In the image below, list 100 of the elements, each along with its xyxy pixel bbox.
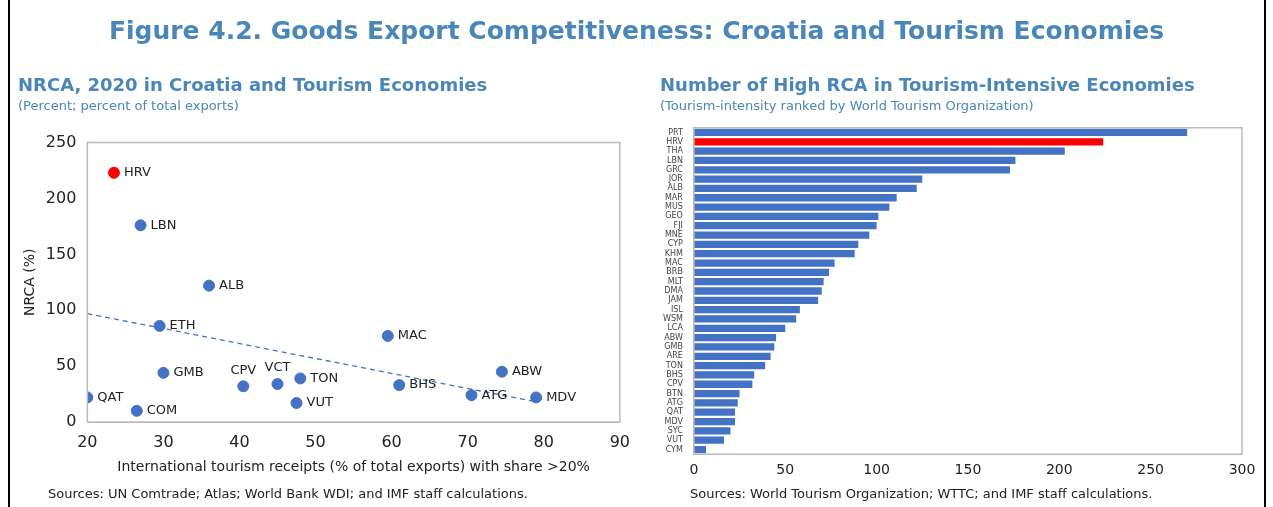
bar <box>693 147 1065 155</box>
y-tick-label: BTN <box>666 388 683 398</box>
bar <box>693 399 738 407</box>
point <box>237 380 250 393</box>
point <box>294 372 307 385</box>
bar <box>693 389 740 398</box>
y-tick-label: THA <box>665 146 684 156</box>
x-tick-label: 100 <box>863 461 890 478</box>
chart-subtitle: (Percent; percent of total exports) <box>18 98 240 113</box>
point <box>465 389 478 402</box>
source-note: Sources: World Tourism Organization; WTTC; and IMF staff calculations. <box>690 486 1153 501</box>
bar <box>693 212 879 221</box>
x-tick-label: 300 <box>1228 461 1256 478</box>
y-tick-label: ISL <box>670 304 684 314</box>
point <box>130 404 143 417</box>
y-tick-label: TON <box>664 360 683 370</box>
x-tick-label: 50 <box>776 461 795 478</box>
y-tick-label: 150 <box>45 243 77 263</box>
y-tick-label: CYP <box>667 239 684 249</box>
y-tick-label: QAT <box>666 407 683 417</box>
y-tick-label: 100 <box>45 299 77 319</box>
y-tick-label: GEO <box>665 211 683 221</box>
annotation: ABW <box>511 363 543 379</box>
y-tick-label: MNE <box>664 230 683 240</box>
y-tick-label: MAR <box>664 192 684 202</box>
bar <box>693 184 917 193</box>
y-axis-title: NRCA (%) <box>21 248 38 317</box>
y-tick-label: WSM <box>663 314 683 324</box>
point <box>290 397 303 409</box>
bar <box>693 296 819 304</box>
bar <box>693 352 771 360</box>
y-tick-label: SYC <box>667 425 684 435</box>
point <box>107 166 120 179</box>
bar <box>693 203 890 211</box>
point <box>153 319 166 332</box>
bar <box>693 343 775 351</box>
bar <box>693 417 735 426</box>
chart-subtitle: (Tourism-intensity ranked by World Tourism Organization) <box>660 98 1035 113</box>
bar <box>693 324 786 332</box>
point <box>393 379 406 392</box>
point <box>134 219 147 232</box>
annotation: ALB <box>219 277 245 293</box>
y-tick-label: BHS <box>666 370 683 380</box>
annotation: VUT <box>306 394 333 410</box>
bar <box>693 315 797 323</box>
bar <box>693 306 800 314</box>
annotation: MAC <box>397 327 427 343</box>
y-tick-label: 250 <box>45 131 77 151</box>
annotation: GMB <box>173 364 204 380</box>
x-tick-label: 60 <box>381 431 402 451</box>
y-tick-label: LCA <box>667 323 684 333</box>
bar <box>693 371 755 379</box>
bar <box>693 278 824 286</box>
y-tick-label: BRB <box>666 267 683 277</box>
y-tick-label: ARE <box>666 351 683 361</box>
annotation: QAT <box>97 388 124 404</box>
x-axis-title: International tourism receipts (% of total exports) with share >20% <box>117 458 590 475</box>
bar <box>693 436 725 444</box>
y-tick-label: MLT <box>667 276 683 286</box>
bar <box>693 333 777 342</box>
y-tick-label: KHM <box>664 248 683 258</box>
annotation: ATG <box>481 386 508 402</box>
y-tick-label: PRT <box>668 127 683 137</box>
annotation: COM <box>146 402 178 418</box>
bar <box>693 222 877 230</box>
annotation: BHS <box>409 376 437 392</box>
point <box>271 378 284 390</box>
annotation: LBN <box>150 216 177 232</box>
y-tick-label: ABW <box>664 332 683 342</box>
bar <box>693 250 855 258</box>
bar <box>693 138 1104 146</box>
bar <box>693 361 766 370</box>
source-note: Sources: UN Comtrade; Atlas; World Bank WDI; and IMF staff calculations. <box>48 486 528 501</box>
annotation: HRV <box>123 164 152 180</box>
x-tick-label: 250 <box>1137 461 1165 478</box>
bar <box>693 175 923 183</box>
annotation: CPV <box>230 361 257 377</box>
y-tick-label: CYM <box>665 444 683 454</box>
y-tick-label: VUT <box>666 435 683 445</box>
point <box>530 391 543 404</box>
x-tick-label: 90 <box>609 431 630 451</box>
bar <box>693 259 835 267</box>
bar <box>693 380 753 388</box>
y-tick-label: GRC <box>665 164 684 174</box>
x-tick-label: 50 <box>305 431 326 451</box>
bar <box>693 128 1188 137</box>
y-tick-label: 0 <box>66 411 77 431</box>
bar <box>693 166 1010 174</box>
annotation: VCT <box>264 359 291 375</box>
x-tick-label: 70 <box>457 431 478 451</box>
y-tick-label: CPV <box>667 379 684 389</box>
y-tick-label: 200 <box>45 187 77 207</box>
y-tick-label: JAM <box>667 295 683 305</box>
point <box>495 365 508 378</box>
bar <box>693 427 731 435</box>
x-tick-label: 200 <box>1045 461 1073 478</box>
bar <box>693 268 830 276</box>
bar <box>693 240 859 249</box>
caption: Figure 4.2. Goods Export Competitiveness: Croatia and Tourism Economies <box>107 16 1166 45</box>
x-tick-label: 0 <box>689 461 699 478</box>
